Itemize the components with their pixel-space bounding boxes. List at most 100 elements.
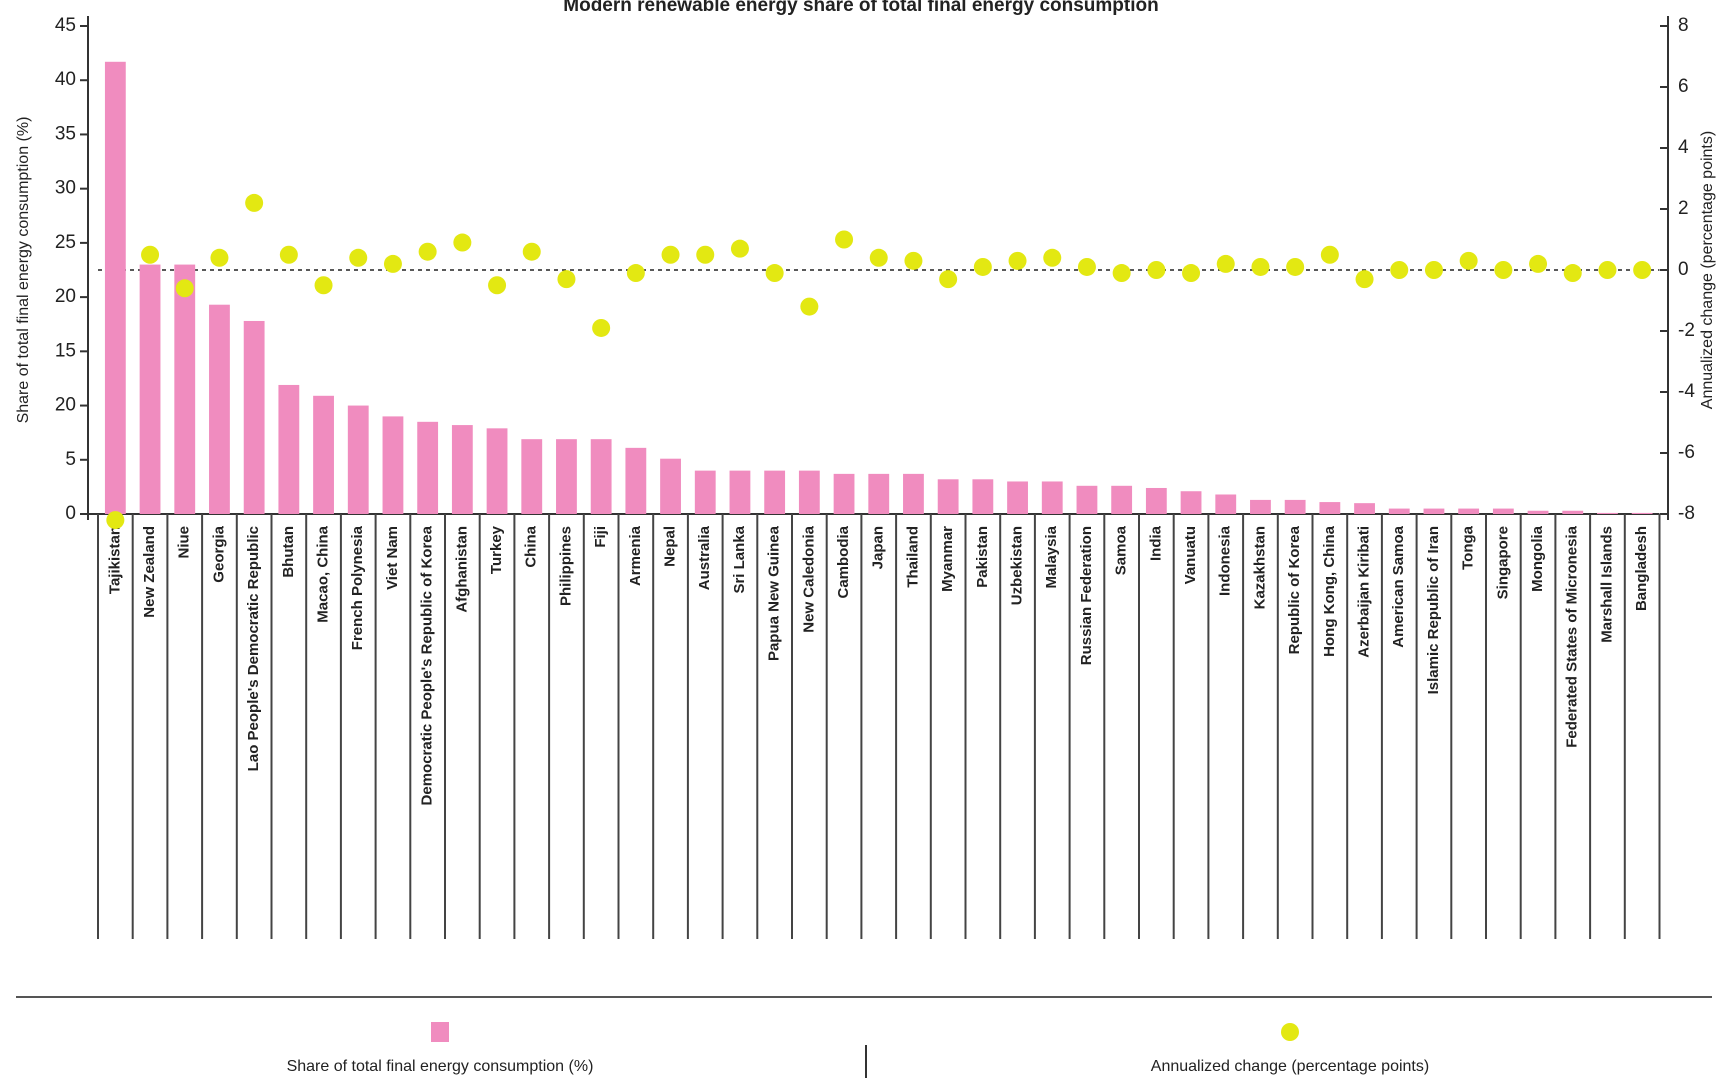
- x-tick-label: Russian Federation: [1078, 526, 1095, 665]
- bar: [1215, 494, 1237, 514]
- bar: [243, 320, 265, 514]
- x-tick-label: Papua New Guinea: [766, 525, 783, 661]
- y2-tick-label: -4: [1678, 381, 1695, 402]
- change-dot: [973, 257, 992, 276]
- y-tick-label: 0: [65, 503, 76, 524]
- x-tick-label: French Polynesia: [349, 525, 366, 650]
- bar: [417, 421, 439, 514]
- bar: [1527, 510, 1549, 514]
- x-tick-label: Macao, China: [315, 525, 332, 622]
- bar: [833, 473, 855, 514]
- x-tick-label: Cambodia: [835, 525, 852, 598]
- x-tick-label: Fiji: [592, 526, 609, 548]
- x-tick-label: Viet Nam: [384, 526, 401, 590]
- change-dot: [592, 318, 611, 337]
- change-dot: [418, 242, 437, 261]
- change-dot: [1529, 254, 1548, 273]
- bar: [1007, 481, 1028, 514]
- bar: [139, 264, 161, 514]
- x-tick-label: Sri Lanka: [731, 525, 748, 593]
- bar: [868, 473, 890, 514]
- bar: [903, 473, 924, 514]
- x-tick-label: Myanmar: [939, 526, 956, 592]
- x-tick-label: Pakistan: [974, 526, 991, 588]
- y-tick-label: 5: [65, 449, 76, 470]
- x-tick-label: Philippines: [557, 526, 574, 606]
- y2-tick-label: 6: [1678, 76, 1689, 97]
- bar: [347, 405, 369, 514]
- bar: [1145, 487, 1167, 514]
- x-tick-label: Marshall Islands: [1598, 526, 1615, 643]
- bar: [278, 384, 300, 514]
- y-axis-title: Share of total final energy consumption …: [15, 117, 32, 424]
- x-tick-label: Uzbekistan: [1009, 526, 1026, 605]
- change-dot: [1043, 248, 1062, 267]
- bar: [660, 458, 681, 514]
- bar: [1631, 512, 1653, 514]
- bar: [556, 439, 577, 514]
- bar: [1284, 499, 1306, 514]
- change-dot: [141, 245, 160, 264]
- bar: [798, 470, 820, 514]
- change-dot: [1494, 261, 1513, 279]
- x-tick-label: Samoa: [1113, 525, 1130, 575]
- bar: [382, 416, 404, 514]
- legend-label: Annualized change (percentage points): [1151, 1058, 1429, 1075]
- legend-swatch: [431, 1022, 449, 1042]
- x-tick-label: Indonesia: [1217, 525, 1234, 596]
- bar: [729, 470, 751, 514]
- bar: [174, 264, 196, 514]
- x-tick-label: New Caledonia: [800, 525, 817, 632]
- bar: [1041, 481, 1063, 514]
- bar: [625, 447, 647, 514]
- bar: [972, 479, 994, 514]
- y-tick-label: 45: [55, 15, 76, 36]
- bar: [937, 479, 959, 514]
- change-dot: [1598, 261, 1617, 279]
- change-dot: [1112, 264, 1131, 283]
- y-tick-label: 15: [55, 340, 76, 361]
- x-tick-label: Thailand: [904, 526, 921, 588]
- bar: [209, 304, 230, 514]
- x-tick-label: Mongolia: [1529, 525, 1546, 591]
- y-tick-label: 35: [55, 123, 76, 144]
- bar: [313, 395, 334, 514]
- x-tick-label: Turkey: [488, 525, 505, 574]
- x-tick-label: Azerbaijan Kiribati: [1356, 526, 1373, 658]
- y2-tick-label: 4: [1678, 137, 1689, 158]
- x-tick-label: Australia: [696, 525, 713, 590]
- bar: [486, 428, 508, 514]
- x-tick-label: Japan: [870, 526, 887, 569]
- y-tick-label: 20: [55, 395, 76, 416]
- change-dot: [1286, 257, 1305, 276]
- x-tick-label: Bhutan: [280, 526, 297, 578]
- change-dot: [210, 248, 229, 267]
- change-dot: [1355, 270, 1374, 289]
- change-dot: [730, 239, 749, 258]
- y2-tick-label: -6: [1678, 442, 1695, 463]
- x-tick-label: Federated States of Micronesia: [1564, 525, 1581, 747]
- x-tick-label: Islamic Republic of Iran: [1425, 526, 1442, 694]
- legend-swatch: [1281, 1023, 1299, 1041]
- x-tick-label: New Zealand: [141, 526, 158, 618]
- change-dot: [557, 270, 576, 289]
- change-dot: [1147, 261, 1166, 279]
- x-tick-label: China: [523, 525, 540, 567]
- x-tick-label: Tajikistan: [106, 526, 123, 594]
- change-dot: [1182, 264, 1201, 283]
- bar: [1111, 485, 1133, 514]
- change-dot: [279, 245, 298, 264]
- x-tick-label: Afghanistan: [453, 526, 470, 613]
- bar: [1180, 491, 1202, 514]
- change-dot: [106, 511, 125, 530]
- x-tick-label: Singapore: [1494, 526, 1511, 599]
- x-tick-label: Malaysia: [1043, 525, 1060, 588]
- x-tick-label: Bangladesh: [1633, 526, 1650, 611]
- y-tick-label: 20: [55, 286, 76, 307]
- y-tick-label: 40: [55, 69, 76, 90]
- change-dot: [383, 254, 402, 273]
- change-dot: [1459, 251, 1478, 270]
- change-dot: [1008, 251, 1027, 270]
- y-tick-label: 25: [55, 232, 76, 253]
